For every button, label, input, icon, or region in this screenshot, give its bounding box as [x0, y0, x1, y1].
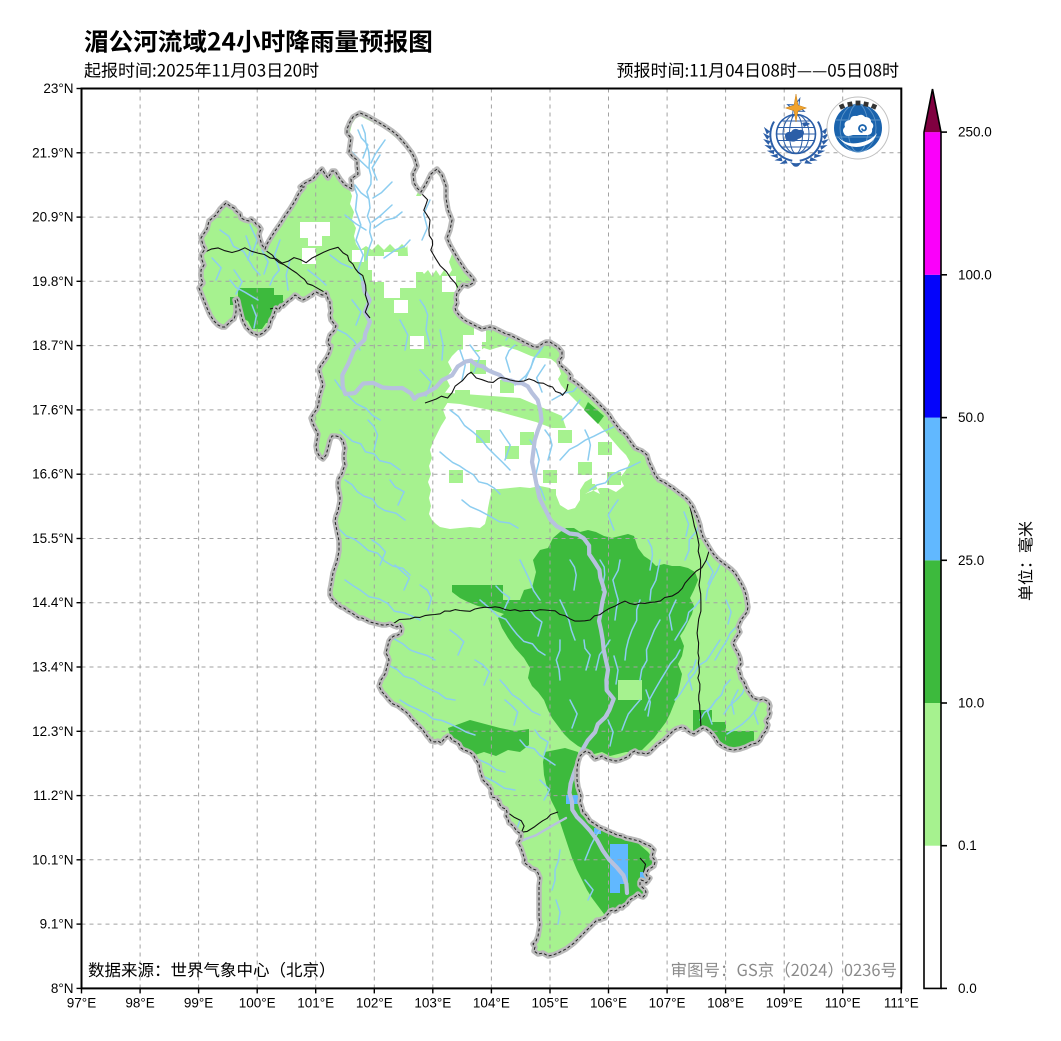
svg-text:105°E: 105°E — [532, 995, 569, 1010]
svg-text:103°E: 103°E — [414, 995, 451, 1010]
svg-text:50.0: 50.0 — [958, 410, 984, 425]
svg-text:100.0: 100.0 — [958, 267, 992, 282]
svg-text:12.3°N: 12.3°N — [32, 724, 73, 739]
svg-text:97°E: 97°E — [67, 995, 96, 1010]
svg-text:25.0: 25.0 — [958, 553, 984, 568]
svg-text:8°N: 8°N — [51, 981, 74, 996]
svg-text:109°E: 109°E — [766, 995, 803, 1010]
svg-text:10.1°N: 10.1°N — [32, 852, 73, 867]
svg-text:0.0: 0.0 — [958, 981, 977, 996]
svg-text:18.7°N: 18.7°N — [32, 338, 73, 353]
svg-text:23°N: 23°N — [43, 81, 73, 96]
svg-text:11.2°N: 11.2°N — [33, 788, 73, 803]
svg-text:102°E: 102°E — [356, 995, 393, 1010]
svg-text:100°E: 100°E — [239, 995, 276, 1010]
svg-text:19.8°N: 19.8°N — [32, 274, 73, 289]
svg-text:104°E: 104°E — [473, 995, 510, 1010]
svg-text:13.4°N: 13.4°N — [32, 660, 73, 675]
svg-text:99°E: 99°E — [184, 995, 213, 1010]
svg-text:9.1°N: 9.1°N — [40, 917, 74, 932]
svg-text:0.1: 0.1 — [958, 838, 977, 853]
svg-text:21.9°N: 21.9°N — [32, 145, 73, 160]
svg-text:101°E: 101°E — [297, 995, 334, 1010]
svg-text:20.9°N: 20.9°N — [32, 210, 73, 225]
svg-text:16.6°N: 16.6°N — [32, 467, 73, 482]
svg-text:10.0: 10.0 — [958, 696, 984, 711]
svg-text:98°E: 98°E — [125, 995, 154, 1010]
svg-text:106°E: 106°E — [590, 995, 627, 1010]
svg-text:110°E: 110°E — [825, 995, 861, 1010]
svg-text:17.6°N: 17.6°N — [32, 402, 73, 417]
svg-text:111°E: 111°E — [884, 995, 919, 1010]
svg-text:108°E: 108°E — [707, 995, 744, 1010]
svg-text:250.0: 250.0 — [958, 125, 992, 140]
svg-text:107°E: 107°E — [649, 995, 686, 1010]
svg-text:14.4°N: 14.4°N — [32, 595, 73, 610]
svg-text:15.5°N: 15.5°N — [32, 531, 73, 546]
